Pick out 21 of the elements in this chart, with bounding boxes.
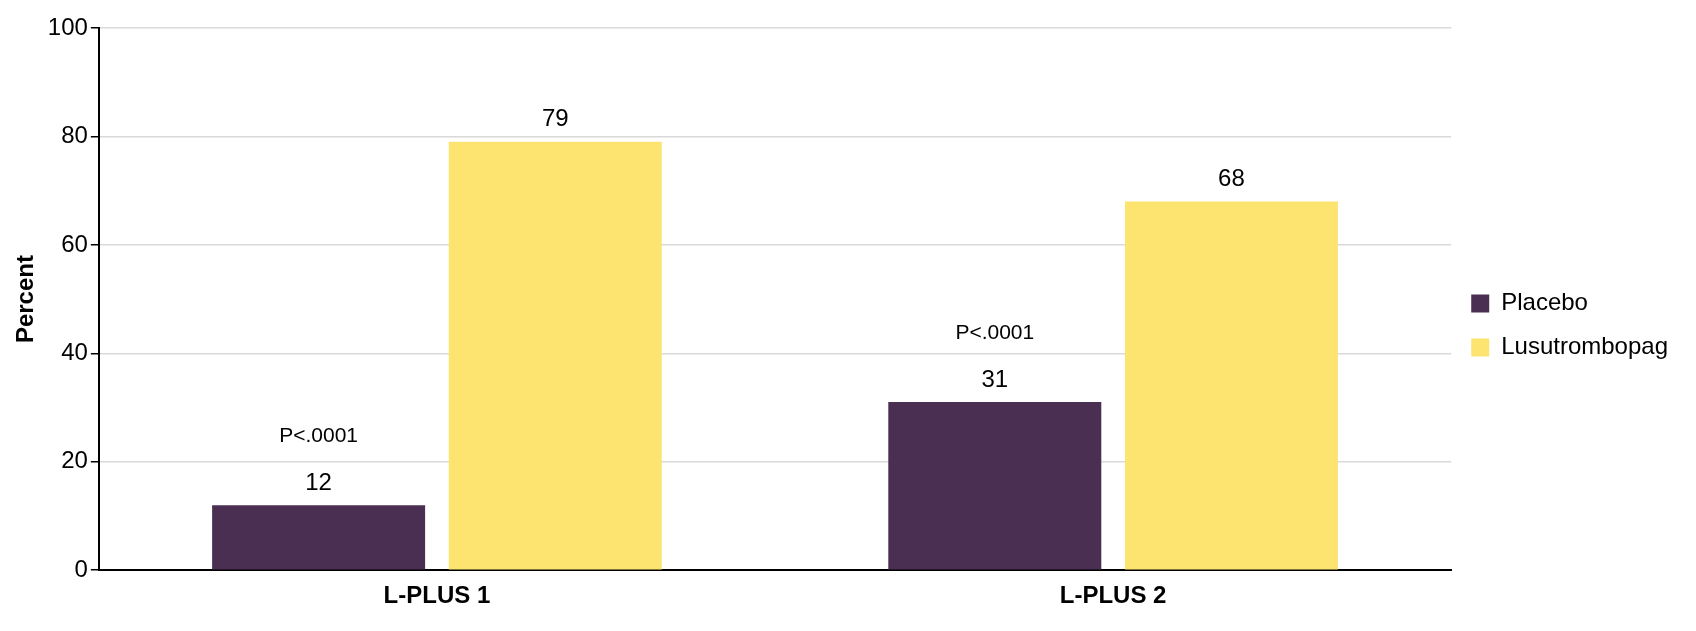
y-tick-label: 100 (47, 12, 88, 40)
bar (1124, 201, 1338, 570)
data-label: 68 (1218, 164, 1245, 192)
y-tick-label: 20 (61, 446, 88, 474)
y-tick-label: 40 (61, 337, 88, 365)
bar (212, 505, 426, 570)
bar (448, 141, 662, 570)
data-label: 12 (305, 467, 332, 495)
y-tick-label: 80 (61, 121, 88, 149)
y-tick-label: 0 (74, 554, 88, 582)
y-axis-title: Percent (11, 255, 39, 344)
data-label: 79 (541, 104, 569, 132)
annotation: P<.0001 (279, 423, 359, 447)
annotation: P<.0001 (955, 320, 1035, 344)
legend-label: Placebo (1501, 288, 1588, 316)
x-tick-label: L-PLUS 1 (383, 581, 491, 609)
x-tick-label: L-PLUS 2 (1059, 581, 1167, 609)
y-tick-label: 60 (61, 229, 88, 257)
legend-label: Lusutrombopag (1501, 332, 1668, 360)
data-label: 31 (981, 364, 1009, 392)
bar (888, 402, 1102, 570)
